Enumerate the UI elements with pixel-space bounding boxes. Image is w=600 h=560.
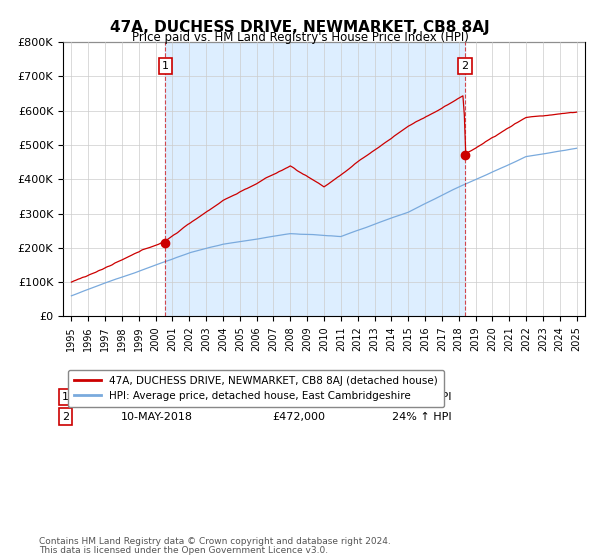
Text: 2: 2 [62,412,69,422]
Text: Price paid vs. HM Land Registry's House Price Index (HPI): Price paid vs. HM Land Registry's House … [131,31,469,44]
Text: 24% ↑ HPI: 24% ↑ HPI [392,412,451,422]
Bar [166,42,465,316]
Text: £472,000: £472,000 [272,412,325,422]
Text: 2: 2 [461,61,469,71]
Text: Contains HM Land Registry data © Crown copyright and database right 2024.: Contains HM Land Registry data © Crown c… [39,538,391,547]
Text: This data is licensed under the Open Government Licence v3.0.: This data is licensed under the Open Gov… [39,547,328,556]
Text: 1: 1 [162,61,169,71]
Legend: 47A, DUCHESS DRIVE, NEWMARKET, CB8 8AJ (detached house), HPI: Average price, det: 47A, DUCHESS DRIVE, NEWMARKET, CB8 8AJ (… [68,370,444,407]
Text: 1: 1 [62,393,69,402]
Text: £215,000: £215,000 [272,393,325,402]
Text: 10-MAY-2018: 10-MAY-2018 [121,412,193,422]
Text: 68% ↑ HPI: 68% ↑ HPI [392,393,451,402]
Text: 47A, DUCHESS DRIVE, NEWMARKET, CB8 8AJ: 47A, DUCHESS DRIVE, NEWMARKET, CB8 8AJ [110,20,490,35]
Text: 27-JUL-2000: 27-JUL-2000 [121,393,189,402]
